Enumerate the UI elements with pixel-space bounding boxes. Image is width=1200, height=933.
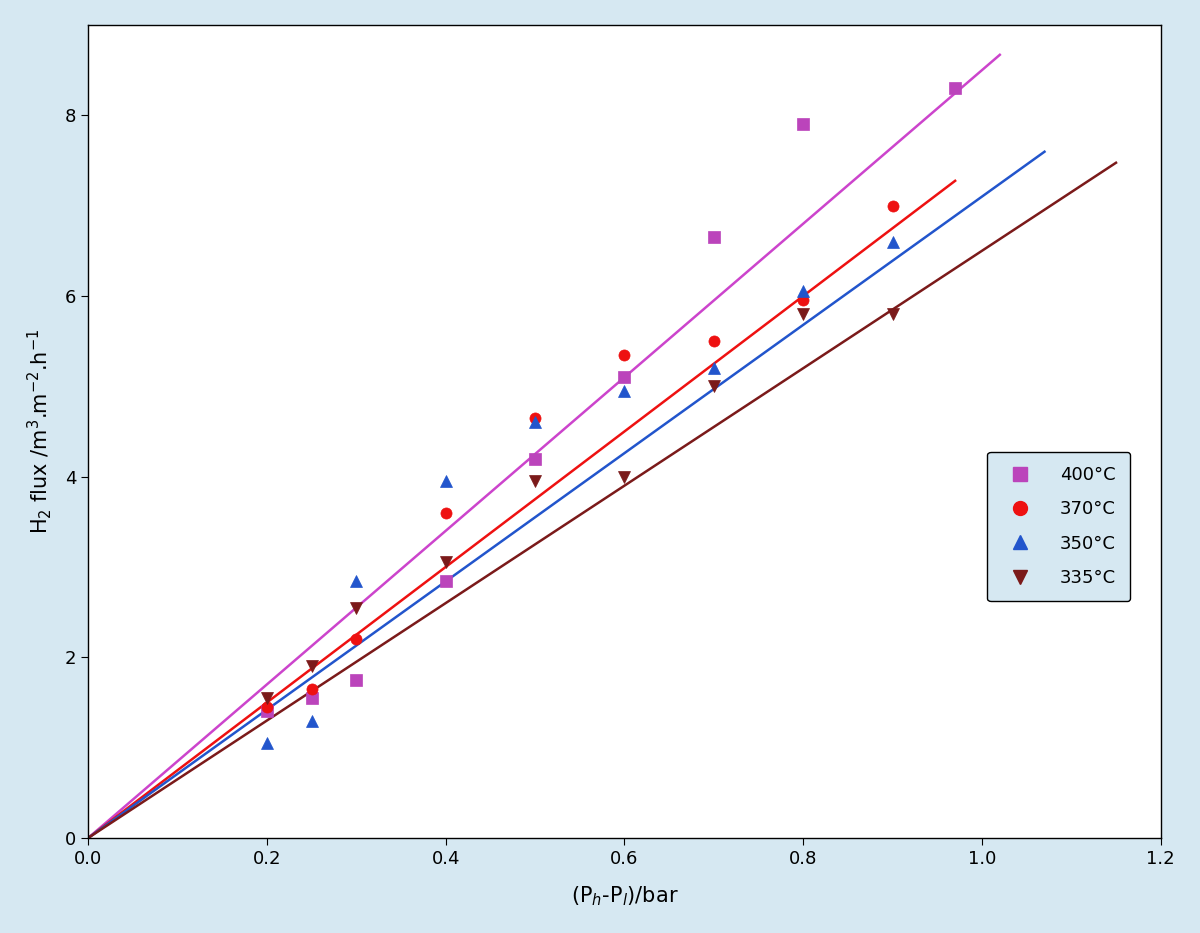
Legend: 400°C, 370°C, 350°C, 335°C: 400°C, 370°C, 350°C, 335°C [988, 452, 1130, 601]
Y-axis label: H$_2$ flux /m$^3$.m$^{-2}$.h$^{-1}$: H$_2$ flux /m$^3$.m$^{-2}$.h$^{-1}$ [25, 328, 54, 535]
X-axis label: (P$_h$-P$_l$)/bar: (P$_h$-P$_l$)/bar [571, 884, 678, 908]
